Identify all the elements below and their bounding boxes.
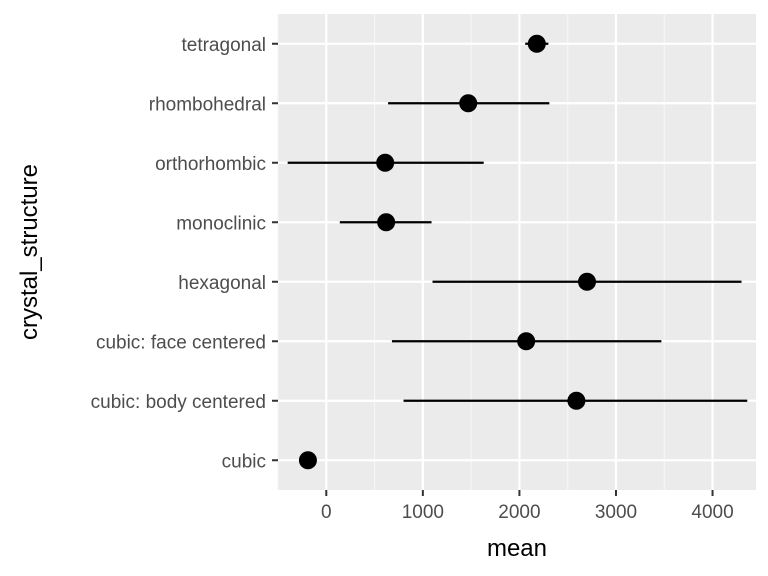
x-tick-label: 2000 <box>498 502 540 523</box>
x-tick-label: 3000 <box>595 502 637 523</box>
mean-point <box>517 332 536 351</box>
y-tick-label: cubic: body centered <box>91 392 266 413</box>
y-tick-label: hexagonal <box>178 273 266 294</box>
y-tick-label: rhombohedral <box>149 94 266 115</box>
y-tick-label: tetragonal <box>181 35 266 56</box>
mean-point <box>377 213 396 232</box>
x-axis: 0 1000 2000 3000 4000 <box>321 490 734 523</box>
x-tick-label: 1000 <box>402 502 444 523</box>
y-tick-label: monoclinic <box>176 213 266 234</box>
panel-background <box>278 14 756 490</box>
y-axis-title: crystal_structure <box>16 164 43 340</box>
mean-point <box>567 391 586 410</box>
mean-point <box>578 272 597 291</box>
mean-point <box>459 94 478 113</box>
y-tick-label: cubic <box>222 451 266 472</box>
x-tick-label: 0 <box>321 502 332 523</box>
mean-point <box>376 153 395 172</box>
y-tick-label: cubic: face centered <box>96 332 266 353</box>
mean-point <box>527 34 546 53</box>
y-tick-label: orthorhombic <box>155 154 266 175</box>
x-axis-title: mean <box>487 535 547 562</box>
x-tick-label: 4000 <box>691 502 733 523</box>
pointranges <box>287 34 748 470</box>
y-axis: cubic cubic: body centered cubic: face cen… <box>91 35 278 472</box>
mean-point <box>298 451 317 470</box>
minor-gridlines <box>277 14 665 490</box>
